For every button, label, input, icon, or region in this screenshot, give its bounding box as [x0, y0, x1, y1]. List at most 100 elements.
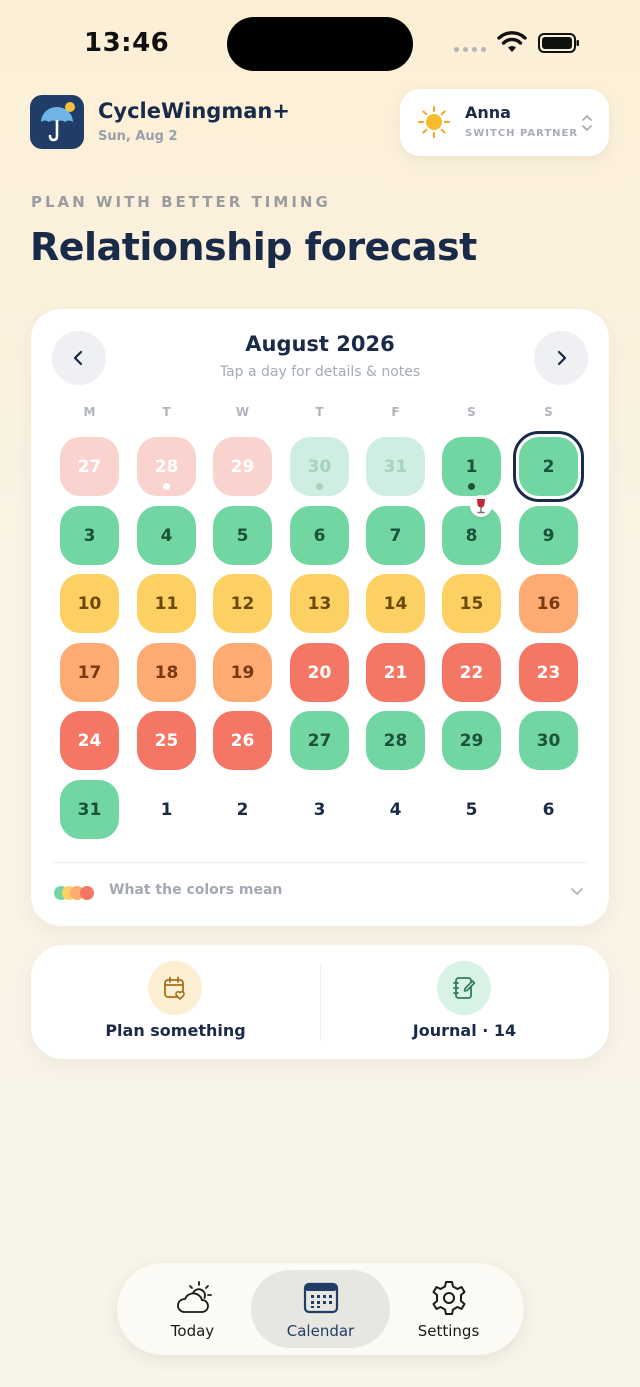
calendar-day[interactable]: 12 [213, 574, 272, 633]
calendar-day[interactable]: 15 [442, 574, 501, 633]
calendar-day[interactable]: 14 [366, 574, 425, 633]
calendar-day[interactable]: 24 [60, 711, 119, 770]
day-number: 4 [160, 525, 173, 546]
journal-button[interactable]: Journal · 14 [320, 945, 609, 1059]
app-name: CycleWingman+ [98, 99, 290, 123]
calendar-day[interactable]: 11 [137, 574, 196, 633]
calendar-day[interactable]: 5 [442, 780, 501, 839]
color-dots-icon [54, 886, 94, 900]
calendar-day[interactable]: 9 [519, 506, 578, 565]
calendar-day[interactable]: 30 [290, 437, 349, 496]
calendar-day[interactable]: 28 [137, 437, 196, 496]
day-number: 5 [236, 525, 249, 546]
calendar-card: August 2026 Tap a day for details & note… [31, 309, 609, 926]
calendar-day[interactable]: 17 [60, 643, 119, 702]
calendar-day[interactable]: 4 [366, 780, 425, 839]
calendar-day[interactable]: 1 [442, 437, 501, 496]
calendar-day-today[interactable]: 2 [513, 431, 584, 502]
day-number: 9 [542, 525, 555, 546]
calendar-day[interactable]: 13 [290, 574, 349, 633]
app-logo [30, 95, 84, 149]
plan-something-button[interactable]: Plan something [31, 945, 320, 1059]
calendar-day[interactable]: 27 [290, 711, 349, 770]
day-number: 23 [536, 662, 561, 683]
dynamic-island [227, 17, 413, 71]
calendar-day[interactable]: 30 [519, 711, 578, 770]
day-number: 26 [230, 730, 255, 751]
calendar-day[interactable]: 6 [290, 506, 349, 565]
day-number: 29 [230, 456, 255, 477]
day-number: 1 [465, 456, 478, 477]
day-number: 25 [154, 730, 179, 751]
calendar-day[interactable]: 18 [137, 643, 196, 702]
calendar-day[interactable]: 31 [60, 780, 119, 839]
calendar-day[interactable]: 23 [519, 643, 578, 702]
weekday-label: F [391, 405, 400, 419]
chevron-right-icon [557, 350, 567, 366]
calendar-day[interactable]: 3 [290, 780, 349, 839]
day-number: 28 [383, 730, 408, 751]
calendar-day[interactable]: 10 [60, 574, 119, 633]
day-number: 22 [459, 662, 484, 683]
day-number: 7 [389, 525, 402, 546]
day-number: 30 [307, 456, 332, 477]
calendar-day[interactable]: 7 [366, 506, 425, 565]
chevron-up-down-icon [582, 115, 592, 131]
calendar-heart-icon [148, 961, 202, 1015]
calendar-day[interactable]: 1 [137, 780, 196, 839]
calendar-day[interactable]: 27 [60, 437, 119, 496]
day-number: 3 [83, 525, 96, 546]
tab-calendar[interactable]: Calendar [251, 1270, 390, 1348]
note-dot [163, 483, 170, 490]
calendar-day[interactable]: 22 [442, 643, 501, 702]
calendar-day[interactable]: 28 [366, 711, 425, 770]
umbrella-icon [41, 102, 75, 142]
day-number: 16 [536, 593, 561, 614]
calendar-day[interactable]: 16 [519, 574, 578, 633]
previous-month-button[interactable] [52, 331, 106, 385]
day-number: 31 [383, 456, 408, 477]
calendar-day[interactable]: 4 [137, 506, 196, 565]
calendar-day[interactable]: 6 [519, 780, 578, 839]
plan-something-label: Plan something [105, 1021, 246, 1040]
tab-bar: Today Calendar Settings [117, 1263, 524, 1355]
day-number: 10 [77, 593, 102, 614]
chevron-left-icon [73, 350, 83, 366]
tab-settings[interactable]: Settings [379, 1270, 518, 1348]
calendar-day[interactable]: 29 [213, 437, 272, 496]
weekday-label: S [467, 405, 476, 419]
calendar-day[interactable]: 25 [137, 711, 196, 770]
day-number: 31 [77, 799, 102, 820]
tab-settings-label: Settings [417, 1322, 480, 1340]
next-month-button[interactable] [534, 331, 588, 385]
legend-label: What the colors mean [109, 882, 283, 898]
page-eyebrow: PLAN WITH BETTER TIMING [31, 193, 331, 211]
calendar-day[interactable]: 31 [366, 437, 425, 496]
calendar-day[interactable]: 3 [60, 506, 119, 565]
tab-today[interactable]: Today [123, 1270, 262, 1348]
weekday-label: T [162, 405, 171, 419]
calendar-day[interactable]: 19 [213, 643, 272, 702]
partner-switcher[interactable]: Anna SWITCH PARTNER [400, 89, 609, 156]
switch-partner-label: SWITCH PARTNER [465, 128, 579, 139]
day-number: 8 [465, 525, 478, 546]
weekday-label: W [235, 405, 250, 419]
calendar-day[interactable]: 20 [290, 643, 349, 702]
chevron-down-icon [571, 888, 583, 895]
calendar-day[interactable]: 5 [213, 506, 272, 565]
weekday-label: S [544, 405, 553, 419]
calendar-day[interactable]: 8 [442, 495, 501, 565]
day-number: 2 [236, 799, 249, 820]
weekday-label: M [83, 405, 96, 419]
divider [52, 862, 588, 863]
day-number: 2 [542, 456, 555, 477]
day-number: 27 [77, 456, 102, 477]
journal-label: Journal · 14 [412, 1021, 517, 1040]
day-number: 3 [313, 799, 326, 820]
calendar-day[interactable]: 26 [213, 711, 272, 770]
month-title: August 2026 [245, 332, 395, 356]
wine-glass-icon [470, 495, 492, 517]
calendar-day[interactable]: 29 [442, 711, 501, 770]
calendar-day[interactable]: 2 [213, 780, 272, 839]
calendar-day[interactable]: 21 [366, 643, 425, 702]
